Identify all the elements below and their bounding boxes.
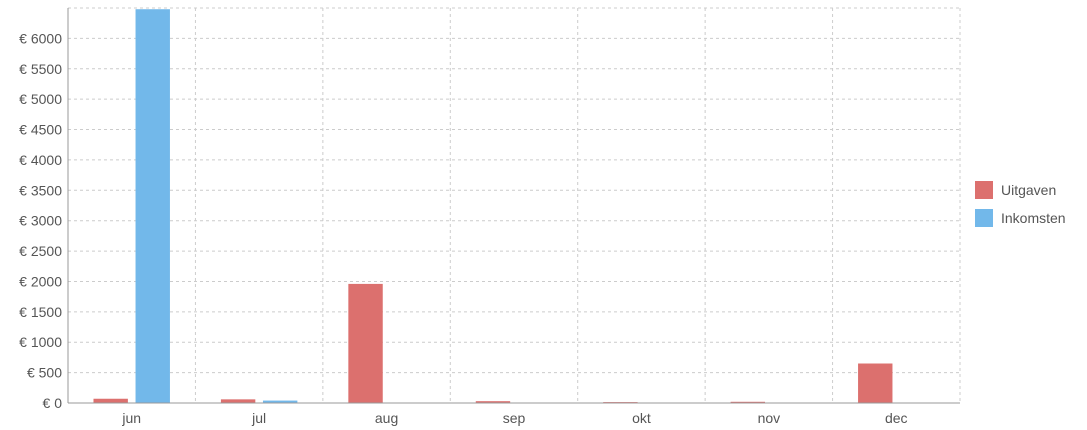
legend-swatch-uitgaven bbox=[975, 181, 993, 199]
y-tick-label: € 5000 bbox=[19, 91, 62, 107]
bar-inkomsten-jul bbox=[262, 400, 298, 403]
y-tick-label: € 2500 bbox=[19, 243, 62, 259]
x-tick-label: dec bbox=[885, 410, 908, 426]
x-tick-label: jul bbox=[251, 410, 266, 426]
bar-uitgaven-jul bbox=[220, 399, 256, 403]
axes bbox=[67, 8, 960, 404]
legend: Uitgaven Inkomsten bbox=[975, 181, 1066, 227]
x-tick-label: sep bbox=[503, 410, 526, 426]
x-tick-label: nov bbox=[758, 410, 781, 426]
x-axis-ticks: jun jul aug sep okt nov dec bbox=[121, 410, 907, 426]
x-tick-label: okt bbox=[632, 410, 651, 426]
bar-uitgaven-aug bbox=[348, 283, 383, 403]
bar-inkomsten-jun bbox=[135, 9, 170, 403]
y-tick-label: € 1000 bbox=[19, 334, 62, 350]
y-tick-label: € 500 bbox=[27, 365, 62, 381]
y-tick-label: € 6000 bbox=[19, 30, 62, 46]
legend-label-uitgaven: Uitgaven bbox=[1001, 182, 1056, 198]
y-axis-ticks: € 0 € 500 € 1000 € 1500 € 2000 € 2500 € 3000 € … bbox=[19, 30, 62, 411]
y-tick-label: € 3000 bbox=[19, 213, 62, 229]
bar-uitgaven-jun bbox=[93, 398, 128, 403]
y-tick-label: € 1500 bbox=[19, 304, 62, 320]
legend-swatch-inkomsten bbox=[975, 209, 993, 227]
bar-uitgaven-nov bbox=[730, 401, 766, 403]
y-tick-label: € 0 bbox=[43, 395, 63, 411]
y-tick-label: € 4500 bbox=[19, 122, 62, 138]
bar-uitgaven-dec bbox=[858, 363, 893, 403]
y-tick-label: € 4000 bbox=[19, 152, 62, 168]
legend-label-inkomsten: Inkomsten bbox=[1001, 210, 1066, 226]
x-tick-label: aug bbox=[375, 410, 398, 426]
x-tick-label: jun bbox=[121, 410, 141, 426]
bar-uitgaven-sep bbox=[475, 401, 511, 403]
grid bbox=[68, 7, 961, 403]
y-tick-label: € 3500 bbox=[19, 182, 62, 198]
y-tick-label: € 5500 bbox=[19, 61, 62, 77]
y-tick-label: € 2000 bbox=[19, 273, 62, 289]
